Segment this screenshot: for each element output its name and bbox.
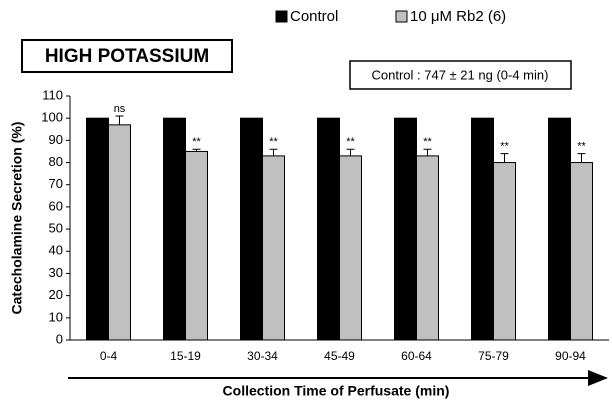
y-tick-label: 100 — [41, 110, 63, 125]
subtitle-box — [349, 60, 572, 90]
x-tick-label: 0-4 — [100, 349, 118, 363]
y-axis-label: Catecholamine Secretion (%) — [9, 122, 25, 315]
y-tick-label: 30 — [49, 265, 63, 280]
bar — [339, 155, 362, 341]
significance-label: ns — [114, 103, 126, 115]
bar — [86, 117, 109, 341]
bar — [394, 117, 417, 341]
error-bar — [500, 153, 509, 163]
error-bar — [577, 153, 586, 163]
significance-label: ** — [500, 141, 509, 153]
chart-title: HIGH POTASSIUM — [45, 46, 209, 67]
bar — [262, 155, 285, 341]
bar — [317, 117, 340, 341]
bar — [548, 117, 571, 341]
y-tick-label: 20 — [49, 287, 63, 302]
bar — [185, 150, 208, 341]
bar — [163, 117, 186, 341]
x-tick-label: 30-34 — [247, 349, 278, 363]
legend-label: Control — [290, 8, 338, 25]
y-tick-label: 60 — [49, 198, 63, 213]
y-tick-label: 50 — [49, 221, 63, 236]
significance-label: ** — [346, 136, 355, 148]
x-tick-label: 45-49 — [324, 349, 355, 363]
significance-label: ** — [269, 136, 278, 148]
error-bar — [192, 148, 201, 152]
error-bar — [423, 148, 432, 156]
y-tick-label: 110 — [42, 87, 63, 102]
x-tick-label: 75-79 — [478, 349, 509, 363]
bar — [416, 155, 439, 341]
significance-label: ** — [577, 141, 586, 153]
bar — [240, 117, 263, 341]
x-tick-label: 60-64 — [401, 349, 432, 363]
x-axis-label: Collection Time of Perfusate (min) — [223, 383, 450, 399]
error-bar — [269, 148, 278, 156]
legend-label: 10 μM Rb2 (6) — [410, 8, 506, 25]
bar — [493, 162, 516, 341]
legend-swatch — [275, 10, 288, 23]
x-tick-label: 15-19 — [170, 349, 201, 363]
bar — [108, 124, 131, 341]
bar — [570, 162, 593, 341]
error-bar — [115, 115, 124, 125]
x-tick-label: 90-94 — [555, 349, 586, 363]
y-tick-label: 40 — [49, 243, 63, 258]
bar — [471, 117, 494, 341]
title-box — [21, 39, 233, 73]
y-tick-label: 80 — [49, 154, 63, 169]
y-tick-label: 0 — [56, 331, 63, 346]
subtitle: Control : 747 ± 21 ng (0-4 min) — [372, 67, 549, 82]
y-tick-label: 90 — [49, 132, 63, 147]
error-bar — [346, 148, 355, 156]
significance-label: ** — [423, 136, 432, 148]
y-tick-label: 70 — [49, 176, 63, 191]
legend-swatch — [395, 10, 408, 23]
y-tick-label: 10 — [49, 309, 63, 324]
significance-label: ** — [192, 136, 201, 148]
